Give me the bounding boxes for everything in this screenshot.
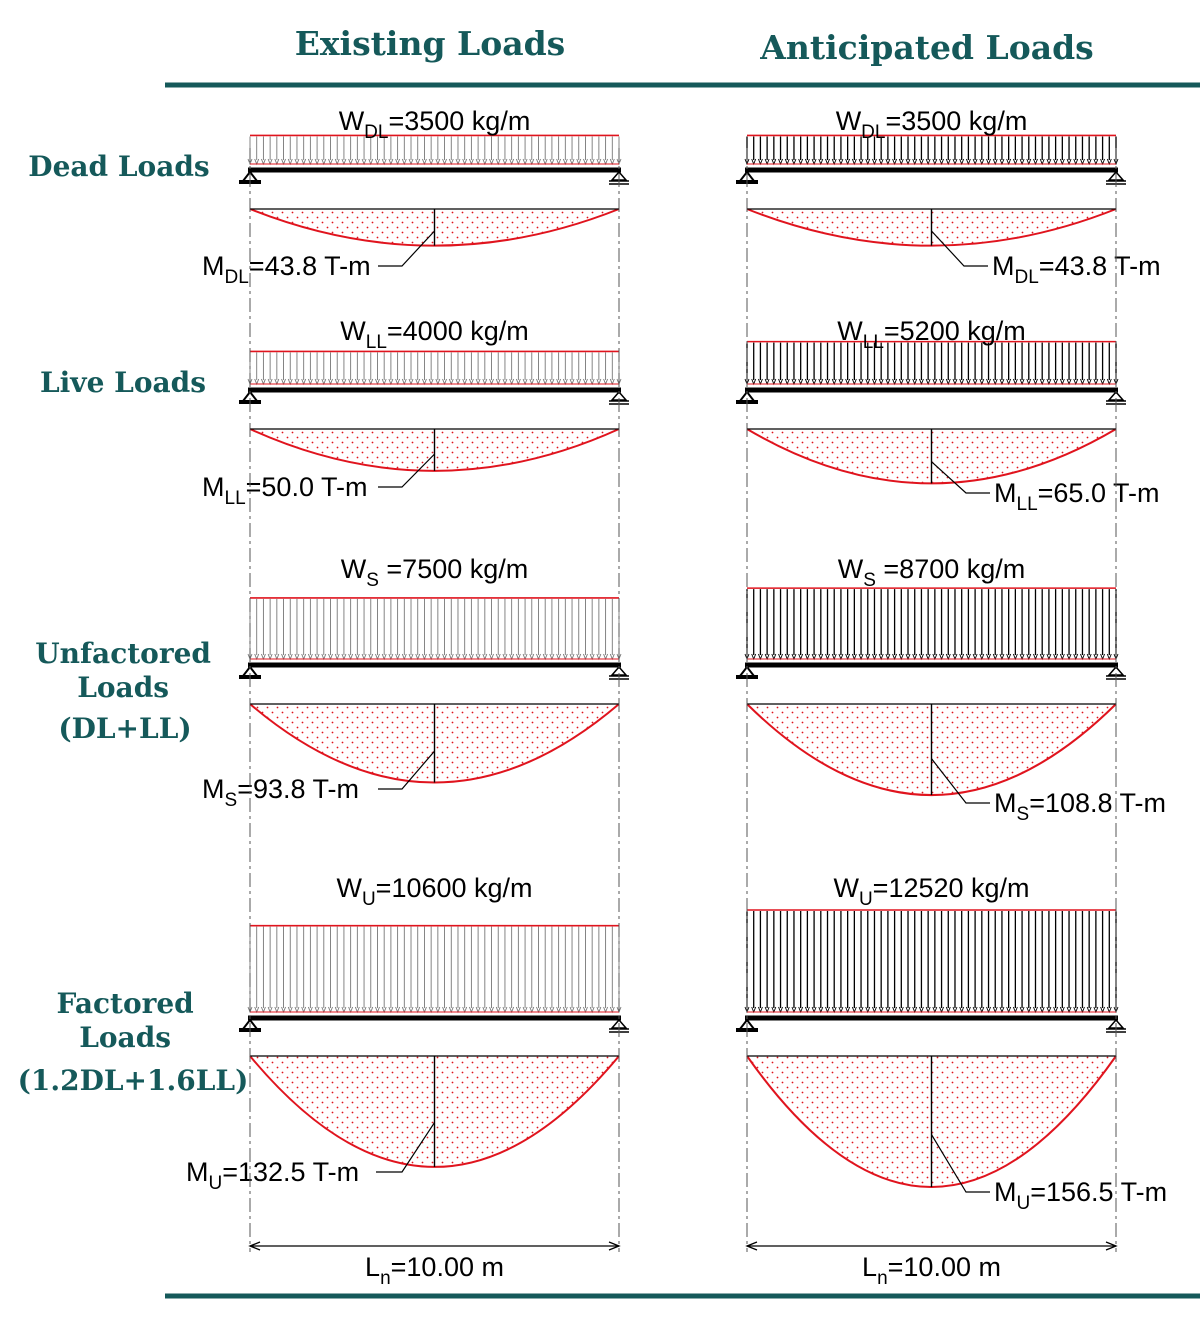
load-label-r3-c0: WU=10600 kg/m — [336, 873, 532, 910]
moment-diagram-r3-c0 — [249, 1055, 620, 1168]
moment-label-r2-c0: MS=93.8 T-m — [202, 774, 359, 811]
moment-leader-r0-c0 — [378, 230, 435, 267]
row-heading-unfactored-loads: Unfactored Loads (DL+LL) — [35, 637, 221, 745]
moment-diagram-r0-c0 — [249, 208, 620, 247]
distributed-load-r1-c1 — [744, 340, 1119, 386]
moment-leader-r2-c1 — [931, 758, 990, 804]
moment-leader-r3-c1 — [930, 1134, 990, 1193]
moment-diagram-r0-c1 — [746, 208, 1117, 247]
moment-diagram-r1-c0 — [249, 428, 620, 472]
row-heading-dead-loads: Dead Loads — [28, 150, 209, 183]
moment-label-r1-c1: MLL=65.0 T-m — [994, 478, 1159, 515]
column-heading-existing: Existing Loads — [295, 24, 566, 63]
moment-label-r0-c0: MDL=43.8 T-m — [202, 251, 371, 288]
moment-diagram-r2-c0 — [249, 703, 620, 784]
moment-label-r2-c1: MS=108.8 T-m — [994, 788, 1166, 825]
load-label-r2-c0: WS =7500 kg/m — [341, 554, 529, 591]
span-label-c1: Ln=10.00 m — [862, 1252, 1001, 1289]
load-label-r1-c0: WLL=4000 kg/m — [340, 316, 528, 353]
moment-diagram-r3-c1 — [746, 1055, 1117, 1188]
row-heading-factored-loads: Factored Loads (1.2DL+1.6LL) — [18, 987, 249, 1097]
span-arrow-left-c1 — [745, 1241, 758, 1251]
distributed-load-r1-c0 — [247, 350, 622, 386]
moment-leader-r0-c1 — [931, 230, 988, 267]
distributed-load-r0-c0 — [247, 134, 622, 166]
moment-label-r3-c0: MU=132.5 T-m — [186, 1157, 359, 1194]
distributed-load-r0-c1 — [744, 134, 1119, 166]
load-label-r0-c0: WDL=3500 kg/m — [339, 106, 531, 143]
load-label-r3-c1: WU=12520 kg/m — [833, 873, 1029, 910]
moment-leader-r1-c1 — [931, 461, 990, 494]
load-label-r2-c1: WS =8700 kg/m — [838, 554, 1026, 591]
moment-label-r1-c0: MLL=50.0 T-m — [202, 472, 367, 509]
span-label-c0: Ln=10.00 m — [365, 1252, 504, 1289]
distributed-load-r2-c1 — [744, 587, 1119, 661]
span-arrow-right-c1 — [1105, 1241, 1118, 1251]
load-label-r1-c1: WLL=5200 kg/m — [837, 316, 1025, 353]
moment-diagram-r1-c1 — [746, 428, 1117, 485]
moment-label-r3-c1: MU=156.5 T-m — [994, 1177, 1167, 1214]
panels-layer: WDL=3500 kg/m MDL=43.8 T-m WDL=3500 kg/m MD… — [186, 106, 1167, 1289]
load-label-r0-c1: WDL=3500 kg/m — [836, 106, 1028, 143]
row-heading-live-loads: Live Loads — [40, 366, 206, 399]
moment-diagram-r2-c1 — [746, 703, 1117, 797]
moment-label-r0-c1: MDL=43.8 T-m — [992, 251, 1161, 288]
distributed-load-r2-c0 — [247, 597, 622, 661]
moment-leader-r1-c0 — [378, 453, 435, 488]
distributed-load-r3-c1 — [744, 909, 1119, 1014]
moment-leader-r2-c0 — [378, 750, 435, 790]
column-heading-anticipated: Anticipated Loads — [759, 28, 1094, 67]
span-arrow-left-c0 — [248, 1241, 261, 1251]
moment-leader-r3-c0 — [376, 1122, 436, 1173]
distributed-load-r3-c0 — [247, 924, 622, 1014]
span-arrow-right-c0 — [608, 1241, 621, 1251]
